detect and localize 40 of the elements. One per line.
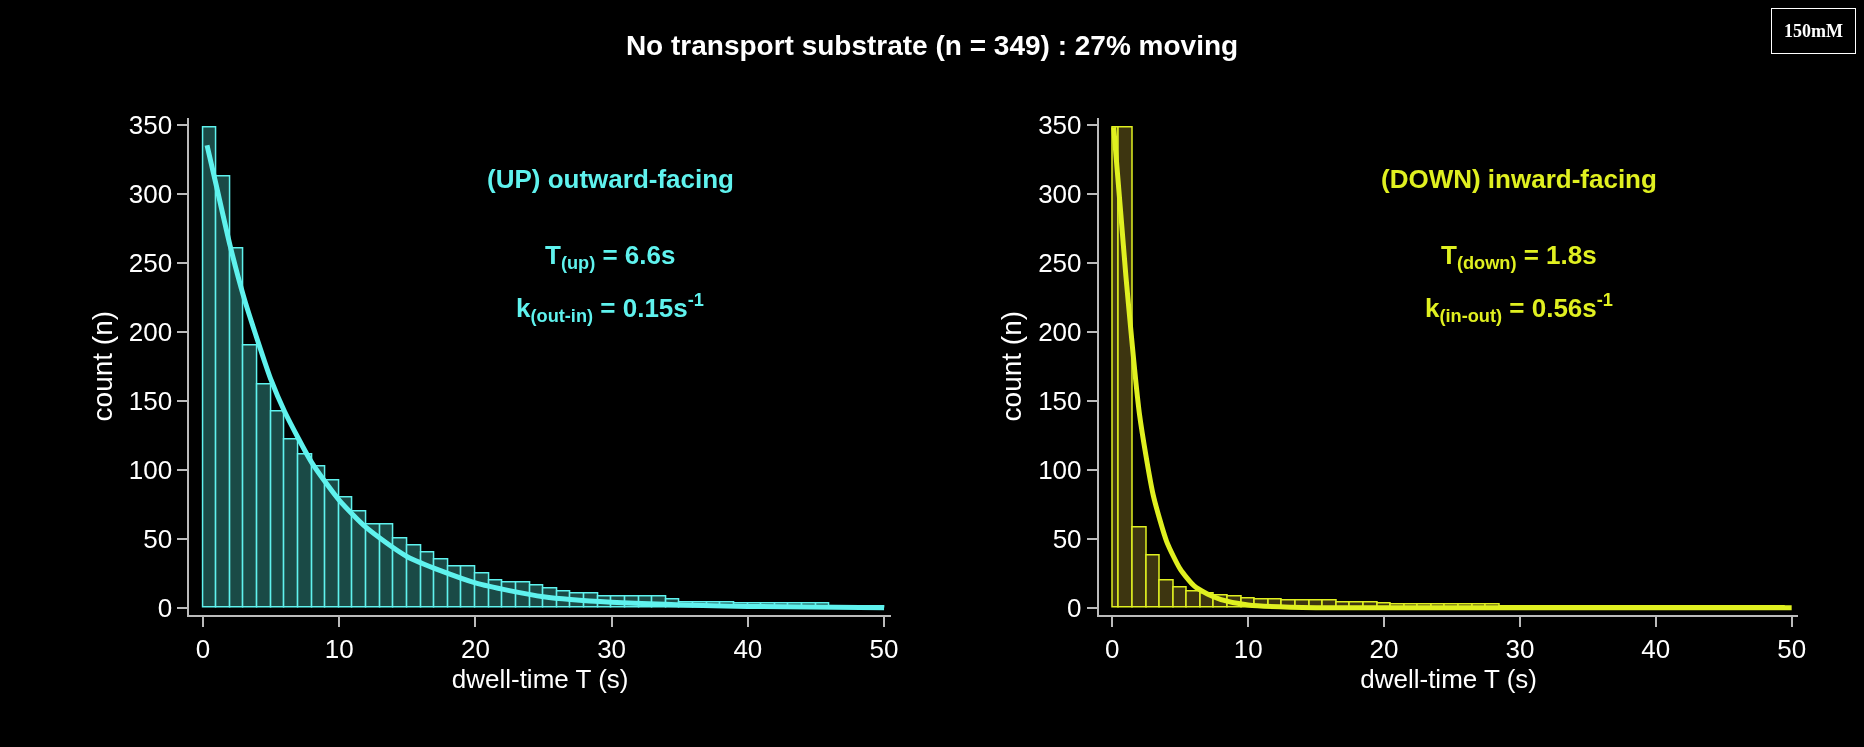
y-tick-label: 250	[1038, 247, 1082, 278]
x-tick-label: 20	[1369, 633, 1399, 664]
y-tick-label: 100	[128, 454, 173, 485]
y-tick-label: 300	[128, 178, 173, 209]
annotation: T$_{(up)}$ = 6.6s	[545, 240, 676, 274]
x-tick-label: 0	[195, 633, 211, 664]
x-tick-label: 50	[869, 633, 899, 664]
y-tick-label: 150	[1038, 385, 1082, 416]
y-axis-title: count (n)	[996, 310, 1028, 422]
y-tick-label: 250	[128, 247, 173, 278]
annotation: (DOWN) inward-facing	[1381, 164, 1657, 194]
x-tick-label: 40	[733, 633, 763, 664]
y-tick-label: 100	[1038, 454, 1082, 485]
x-tick-label: 0	[1105, 633, 1120, 664]
y-tick-label: 300	[1038, 178, 1082, 209]
y-tick-label: 350	[1038, 109, 1082, 140]
x-tick-label: 30	[1505, 633, 1535, 664]
x-tick-label: 50	[1777, 633, 1807, 664]
y-tick-label: 50	[1052, 523, 1082, 554]
x-axis-title: dwell-time T (s)	[451, 663, 629, 694]
x-tick-label: 20	[460, 633, 490, 664]
annotation: k$_{(in-out)}$ = 0.56s$^{-1}$	[1425, 290, 1613, 327]
annotation: T$_{(down)}$ = 1.8s	[1441, 240, 1597, 274]
y-tick-label: 0	[157, 592, 173, 623]
y-tick-label: 200	[1038, 316, 1082, 347]
text: 150mM	[1784, 21, 1843, 41]
chart-title: No transport substrate (n = 349) : 27% moving	[625, 29, 1239, 61]
x-tick-label: 10	[1233, 633, 1263, 664]
y-axis-title: count (n)	[86, 310, 118, 422]
annotation: k$_{(out-in)}$ = 0.15s$^{-1}$	[516, 290, 704, 327]
x-tick-label: 30	[597, 633, 627, 664]
annotation: (UP) outward-facing	[487, 164, 734, 194]
y-tick-label: 50	[143, 523, 173, 554]
x-tick-label: 10	[324, 633, 354, 664]
y-tick-label: 150	[128, 385, 173, 416]
x-tick-label: 40	[1641, 633, 1671, 664]
y-tick-label: 350	[128, 109, 173, 140]
x-axis-title: dwell-time T (s)	[1360, 663, 1537, 694]
y-tick-label: 200	[128, 316, 173, 347]
y-tick-label: 0	[1067, 592, 1082, 623]
